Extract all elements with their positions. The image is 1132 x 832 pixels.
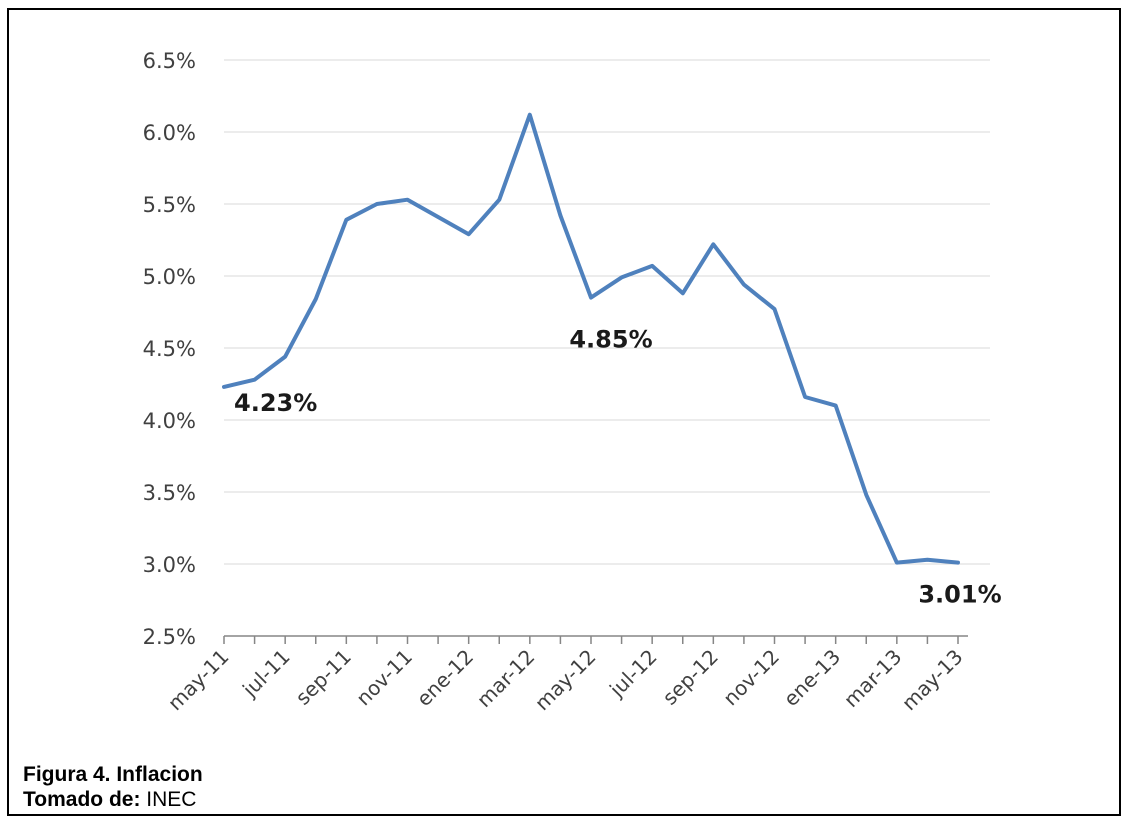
figure-caption: Figura 4. Inflacion bbox=[23, 763, 203, 786]
x-tick-label: may-13 bbox=[897, 645, 968, 716]
source-value: INEC bbox=[140, 788, 197, 811]
figure-source: Tomado de: INEC bbox=[23, 788, 196, 812]
x-tick-label: may-11 bbox=[163, 645, 234, 716]
x-tick-label: nov-12 bbox=[718, 645, 784, 711]
inflation-line-chart: 2.5% 3.0% 3.5% 4.0% 4.5% 5.0% 5.5% 6.0% 6.5% may… bbox=[143, 49, 1002, 716]
x-tick-label: jul-11 bbox=[237, 645, 295, 703]
x-tick-label: nov-11 bbox=[351, 645, 417, 711]
x-tick-label: ene-13 bbox=[779, 645, 845, 711]
y-tick-label: 3.5% bbox=[143, 481, 196, 505]
x-tick-label: ene-12 bbox=[412, 645, 478, 711]
x-tick-label: sep-11 bbox=[291, 645, 356, 710]
data-label: 4.23% bbox=[234, 389, 317, 417]
data-label: 3.01% bbox=[918, 581, 1001, 609]
y-tick-label: 6.5% bbox=[143, 49, 196, 73]
y-tick-label: 5.0% bbox=[143, 265, 196, 289]
x-tick-label: mar-12 bbox=[472, 645, 539, 712]
x-tick-label: jul-12 bbox=[604, 645, 662, 703]
y-tick-label: 5.5% bbox=[143, 193, 196, 217]
x-tick-label: mar-13 bbox=[839, 645, 906, 712]
y-tick-label: 3.0% bbox=[143, 553, 196, 577]
source-label: Tomado de: bbox=[23, 788, 141, 811]
x-tick-label: may-12 bbox=[530, 645, 601, 716]
y-tick-label: 4.0% bbox=[143, 409, 196, 433]
x-tick-label: sep-12 bbox=[658, 645, 723, 710]
figure-frame bbox=[7, 8, 1121, 816]
y-tick-label: 4.5% bbox=[143, 337, 196, 361]
inflation-series-line bbox=[222, 112, 960, 565]
y-tick-label: 6.0% bbox=[143, 121, 196, 145]
y-tick-label: 2.5% bbox=[143, 625, 196, 649]
data-label: 4.85% bbox=[569, 326, 652, 354]
